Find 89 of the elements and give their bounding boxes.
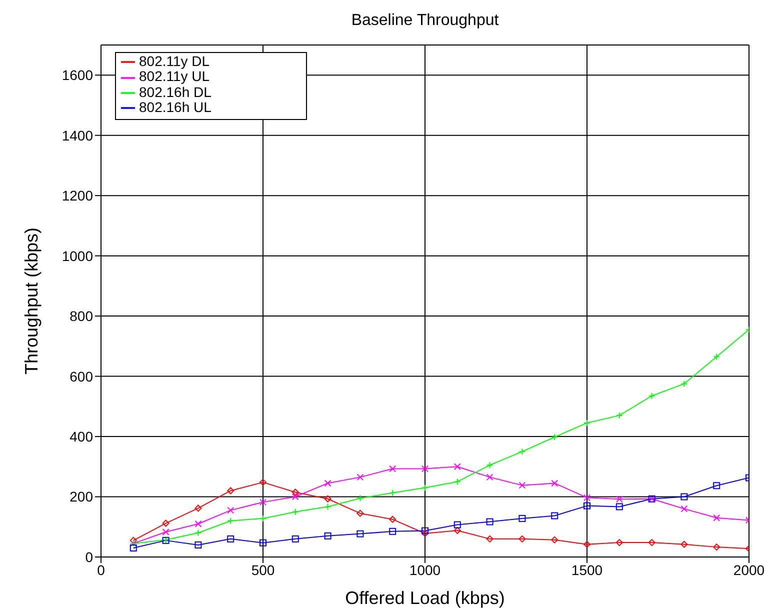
y-tick-label: 0 xyxy=(85,548,94,565)
point xyxy=(130,544,137,552)
point xyxy=(324,503,332,510)
y-tick-label: 1600 xyxy=(62,67,94,84)
point xyxy=(680,493,688,500)
point xyxy=(260,478,266,486)
point xyxy=(616,539,623,546)
x-tick-label: 0 xyxy=(97,562,106,578)
point xyxy=(584,540,590,548)
point xyxy=(324,480,332,487)
point xyxy=(584,502,590,510)
point xyxy=(356,474,364,481)
point xyxy=(486,518,494,526)
point xyxy=(713,514,720,522)
x-tick-label: 1500 xyxy=(571,562,603,578)
point xyxy=(584,419,590,426)
legend-label: 802.11y DL xyxy=(139,53,210,69)
point xyxy=(162,520,170,527)
point xyxy=(324,495,332,502)
point xyxy=(454,463,461,470)
legend-label: 802.16h UL xyxy=(139,98,212,115)
point xyxy=(713,544,720,551)
point xyxy=(162,528,170,536)
point xyxy=(292,493,299,500)
x-tick-label: 2000 xyxy=(733,562,765,578)
point xyxy=(518,514,526,522)
point xyxy=(518,482,526,489)
point xyxy=(227,535,234,542)
point xyxy=(713,353,720,360)
point xyxy=(324,532,332,540)
legend-label: 802.11y UL xyxy=(139,68,210,84)
point xyxy=(518,448,526,456)
y-tick-label: 200 xyxy=(70,488,94,505)
point xyxy=(680,380,688,388)
point xyxy=(356,494,364,502)
point xyxy=(389,528,396,535)
x-tick-label: 1000 xyxy=(409,562,441,578)
point xyxy=(292,488,299,496)
point xyxy=(356,510,364,517)
y-tick-label: 1200 xyxy=(62,188,94,204)
point xyxy=(292,508,299,516)
point xyxy=(454,478,461,486)
point xyxy=(454,521,461,528)
point xyxy=(584,494,590,502)
point xyxy=(422,530,428,538)
point xyxy=(389,465,396,472)
point xyxy=(616,503,623,510)
y-tick-label: 400 xyxy=(70,428,94,444)
y-tick-label: 600 xyxy=(70,368,94,384)
point xyxy=(551,512,558,520)
point xyxy=(454,526,461,534)
point xyxy=(227,517,234,524)
y-axis-title: Throughput (kbps) xyxy=(21,227,42,375)
point xyxy=(292,535,299,542)
point xyxy=(486,474,494,481)
point xyxy=(194,541,202,548)
point xyxy=(713,482,720,490)
point xyxy=(260,498,266,506)
point xyxy=(518,535,526,542)
point xyxy=(422,484,428,492)
point xyxy=(680,540,688,548)
point xyxy=(227,487,234,494)
point xyxy=(260,539,266,546)
point xyxy=(648,392,656,400)
point xyxy=(356,530,364,538)
point xyxy=(551,480,558,487)
point xyxy=(648,539,656,546)
x-tick-label: 500 xyxy=(251,562,275,578)
point xyxy=(551,434,558,441)
point xyxy=(486,535,494,542)
point xyxy=(680,505,688,512)
chart-title: Baseline Throughput xyxy=(350,12,500,30)
point xyxy=(194,504,202,512)
x-axis-title: Offered Load (kbps) xyxy=(345,588,505,608)
point xyxy=(616,496,623,503)
point xyxy=(422,465,428,472)
point xyxy=(194,529,202,536)
y-tick-label: 800 xyxy=(70,308,94,324)
point xyxy=(551,536,558,544)
point xyxy=(389,516,396,523)
point xyxy=(194,520,202,528)
point xyxy=(227,506,234,514)
point xyxy=(486,462,494,469)
y-tick-label: 1400 xyxy=(62,127,94,144)
legend-label: 802.16h DL xyxy=(139,84,212,100)
y-tick-label: 1000 xyxy=(62,248,94,264)
point xyxy=(422,527,428,534)
point xyxy=(389,489,396,496)
point xyxy=(616,412,623,419)
